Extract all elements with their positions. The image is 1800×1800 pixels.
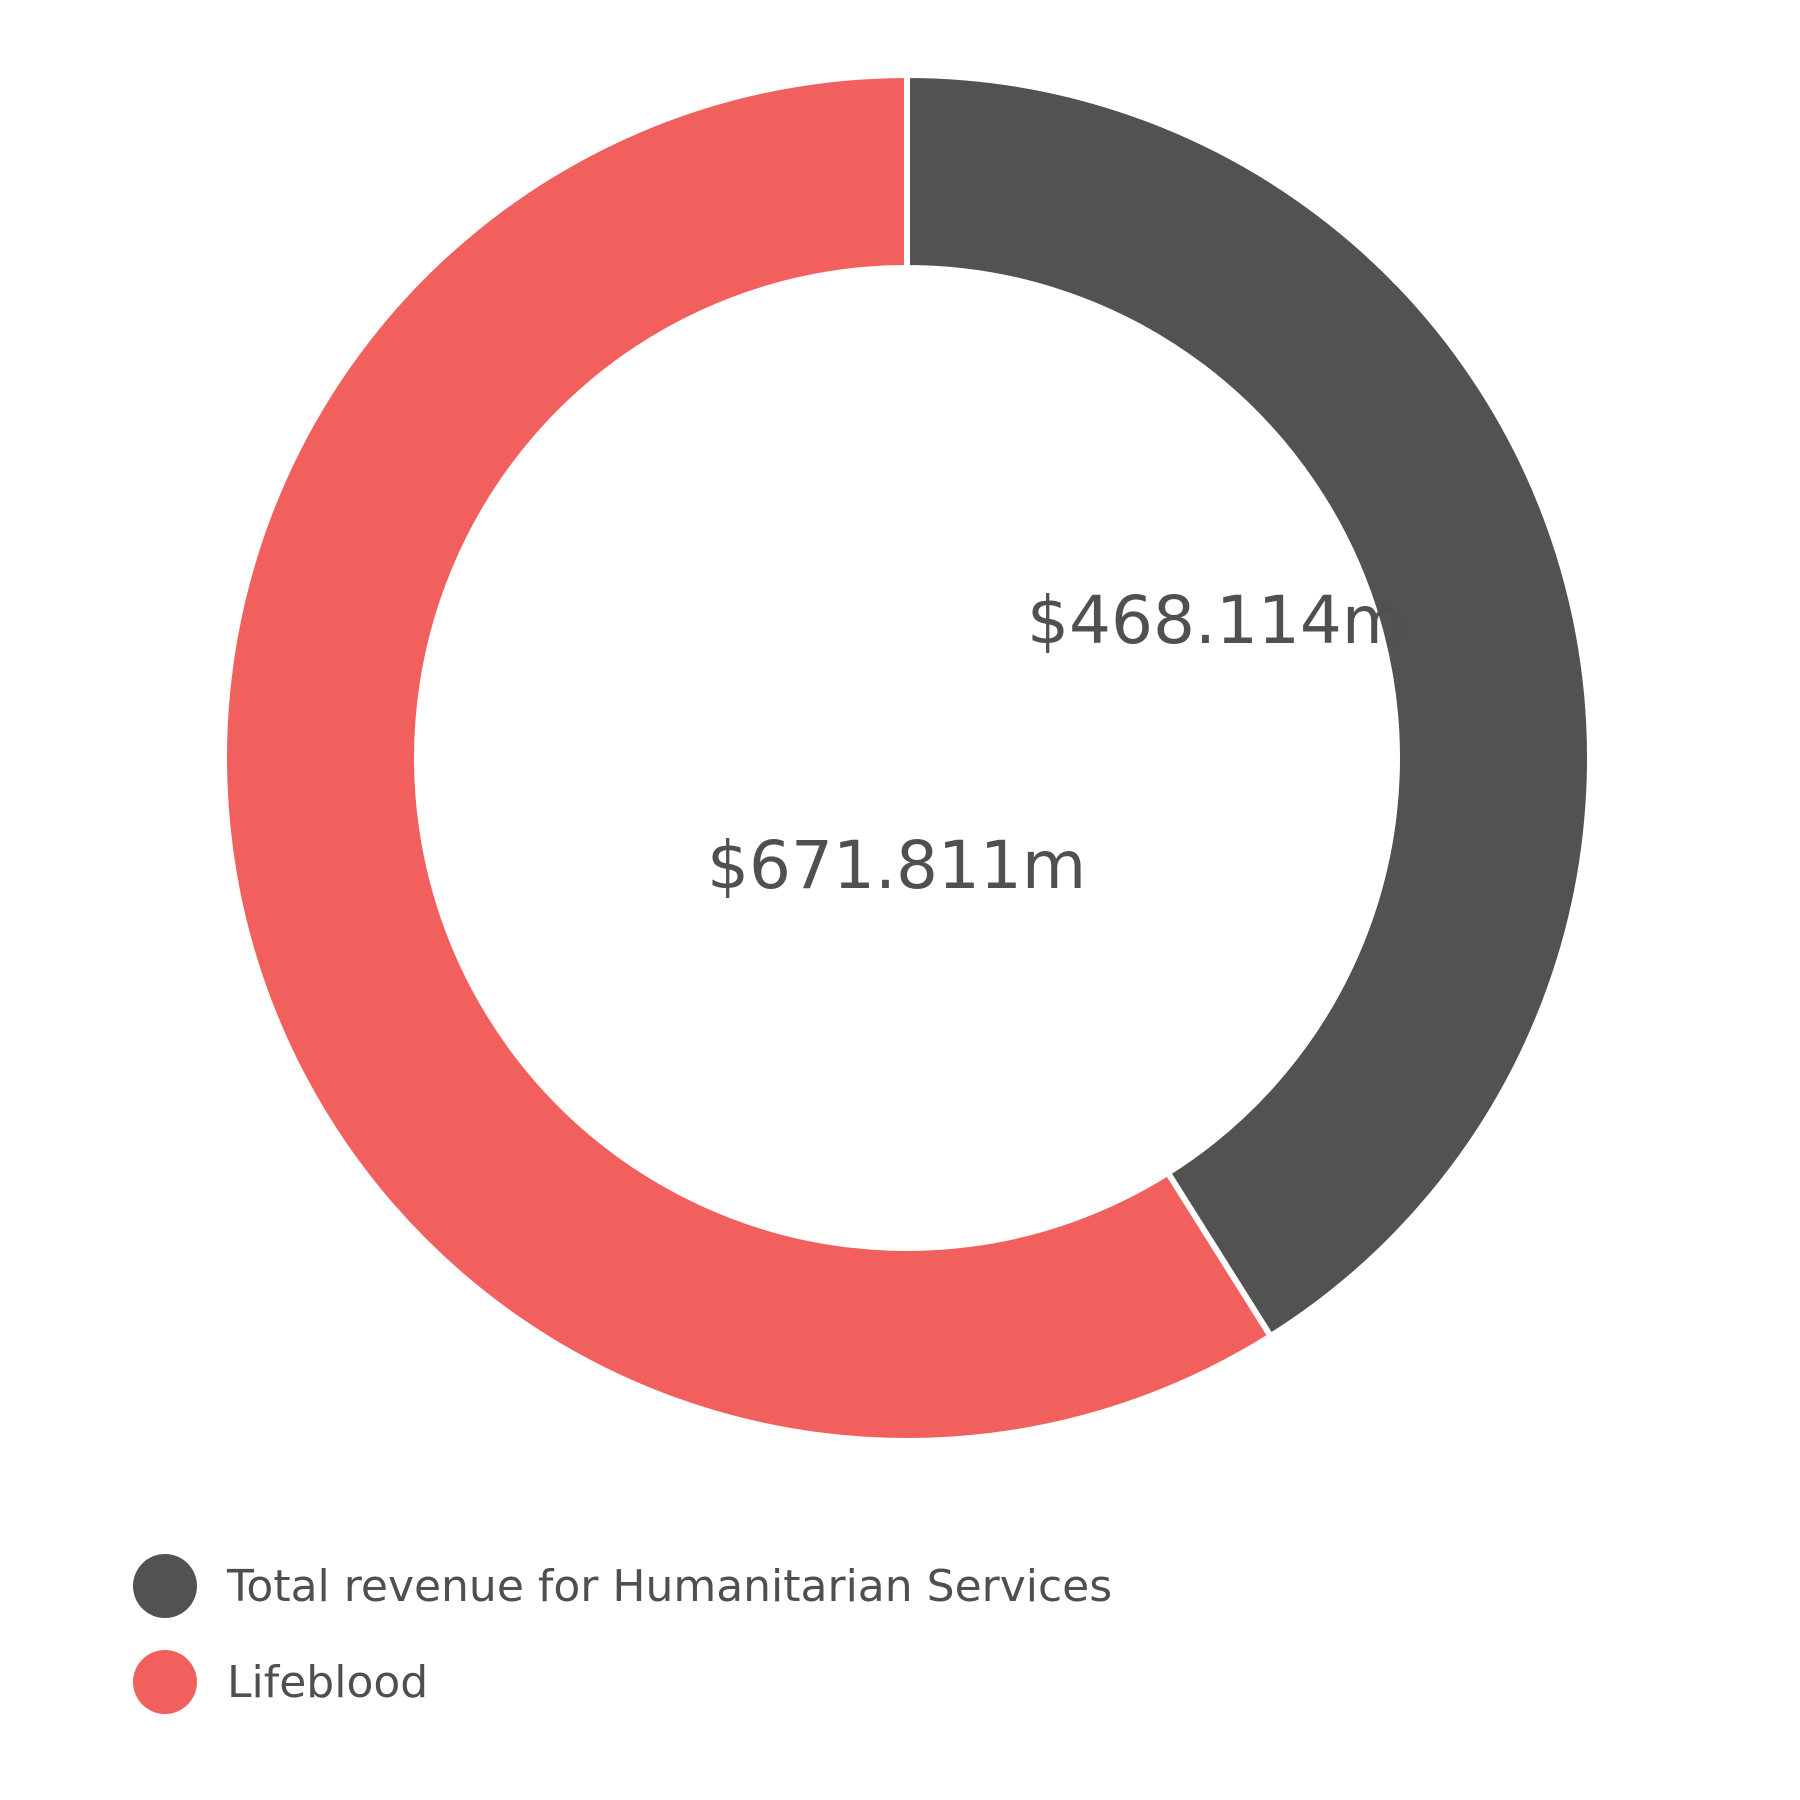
slice-value-label-lifeblood: $671.811m	[707, 827, 1086, 904]
legend-item-lifeblood: Lifeblood	[133, 1634, 1112, 1730]
legend-item-humanitarian-services: Total revenue for Humanitarian Services	[133, 1538, 1112, 1634]
donut-slice-humanitarian-services	[904, 71, 1593, 1341]
legend: Total revenue for Humanitarian Services …	[133, 1538, 1112, 1730]
legend-swatch-lifeblood	[133, 1650, 197, 1714]
legend-label-lifeblood: Lifeblood	[227, 1656, 429, 1708]
legend-swatch-humanitarian-services	[133, 1554, 197, 1618]
slice-value-label-humanitarian-services: $468.114m	[1027, 582, 1406, 659]
legend-label-humanitarian-services: Total revenue for Humanitarian Services	[227, 1560, 1113, 1612]
donut-slice-lifeblood	[221, 71, 1275, 1444]
donut-chart: $468.114m $671.811m	[221, 71, 1593, 1444]
